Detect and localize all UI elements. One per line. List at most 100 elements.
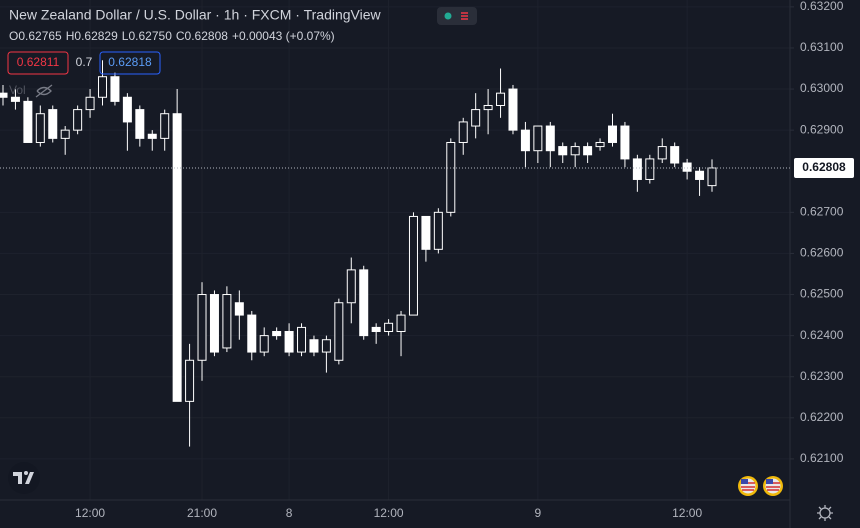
candle-body [247,314,257,353]
candle-body [670,146,680,164]
candle-body [408,215,418,316]
hide-icon[interactable] [35,84,53,98]
ohlc-key: O [9,29,18,43]
candle-body [272,331,282,337]
candle-body [147,133,157,139]
axes: 0.63200 0.63100 0.63000 0.62900 0.62700 0.626… [0,0,854,520]
candle-body [10,96,20,102]
candle-body [98,76,108,98]
logo-bg[interactable] [8,462,40,494]
candle-body [520,129,530,152]
candle-body [483,104,493,111]
candle-body [657,146,667,160]
candle-body [222,294,232,349]
candle-body [135,109,145,139]
candle-body [110,76,120,102]
candle-body [607,125,617,143]
ohlc-key: C [176,29,185,43]
y-tick-label: 0.62700 [800,205,844,219]
ohlc-value: 0.62808 [185,29,229,43]
x-tick-label: 12:00 [374,506,404,520]
candle-body [321,339,331,353]
candle-body [496,92,506,106]
candle-body [682,162,692,172]
spread: 0.7 [76,55,93,69]
candle-body [695,170,705,180]
settings-icon[interactable] [817,505,833,521]
x-tick-label: 9 [535,506,542,520]
candle-body [334,302,344,361]
y-tick-label: 0.62300 [800,369,844,383]
candle-body [122,96,132,123]
candle-body [48,109,58,139]
candle-body [309,339,319,353]
buy-price: 0.62818 [108,55,152,69]
candle-body [371,326,381,333]
candle-body [0,92,8,98]
candle-body [508,88,518,131]
y-tick-label: 0.62600 [800,246,844,260]
candle-body [297,326,307,353]
ohlc-legend: O 0.62765 H 0.62829 L 0.62750 C 0.62808 +0.00043… [9,29,335,43]
candle-body [234,302,244,316]
ohlc-value: 0.62765 [18,29,62,43]
candle-body [595,141,605,148]
candle-body [645,158,655,180]
candle-body [23,100,33,143]
candle-body [384,322,394,333]
candle-body [346,269,356,304]
event-flags[interactable] [738,476,783,496]
logo-dot [24,471,28,475]
ohlc-key: H [66,29,75,43]
sell-button[interactable] [7,51,69,75]
candle-body [558,146,568,156]
candle-body [35,113,45,143]
candle-body [85,96,95,111]
candle-body [259,335,269,353]
y-tick-label: 0.63000 [800,81,844,95]
status-dot [444,12,452,20]
candle-body [433,211,443,250]
ohlc-value: 0.62829 [74,29,118,43]
status-badge[interactable] [437,7,477,25]
y-tick-label: 0.63100 [800,40,844,54]
grid [0,0,790,500]
candle-body [209,294,219,353]
ohlc-change: +0.00043 (+0.07%) [232,29,335,43]
status-icon [461,12,468,20]
candle-body [533,125,543,152]
y-tick-label: 0.62100 [800,451,844,465]
candle-body [620,125,630,160]
candle-body [570,146,580,156]
candle-body [545,125,555,152]
x-tick-label: 8 [286,506,293,520]
y-tick-label: 0.63200 [800,0,844,13]
buy-button[interactable] [99,51,161,75]
x-tick-label: 12:00 [75,506,105,520]
candles [0,60,717,447]
candle-body [632,158,642,180]
logo [13,472,34,484]
y-tick-label: 0.62400 [800,328,844,342]
candle-body [583,146,593,156]
candle-body [172,113,182,402]
candle-body [284,331,294,353]
candle-body [160,113,170,139]
candle-body [421,215,431,250]
candle-body [458,121,468,143]
volume-label: Vol [9,83,26,97]
ohlc-value: 0.62750 [128,29,172,43]
chart-title: New Zealand Dollar / U.S. Dollar · 1h · … [9,7,382,23]
ohlc-key: L [122,29,129,43]
x-tick-label: 21:00 [187,506,217,520]
candle-body [446,141,456,213]
sell-price: 0.62811 [17,55,60,69]
y-tick-label: 0.62500 [800,287,844,301]
candle-body [471,109,481,127]
candle-body [197,294,207,361]
candle-body [396,314,406,333]
candle-body [359,269,369,337]
last-price-label: 0.62808 [802,160,846,174]
